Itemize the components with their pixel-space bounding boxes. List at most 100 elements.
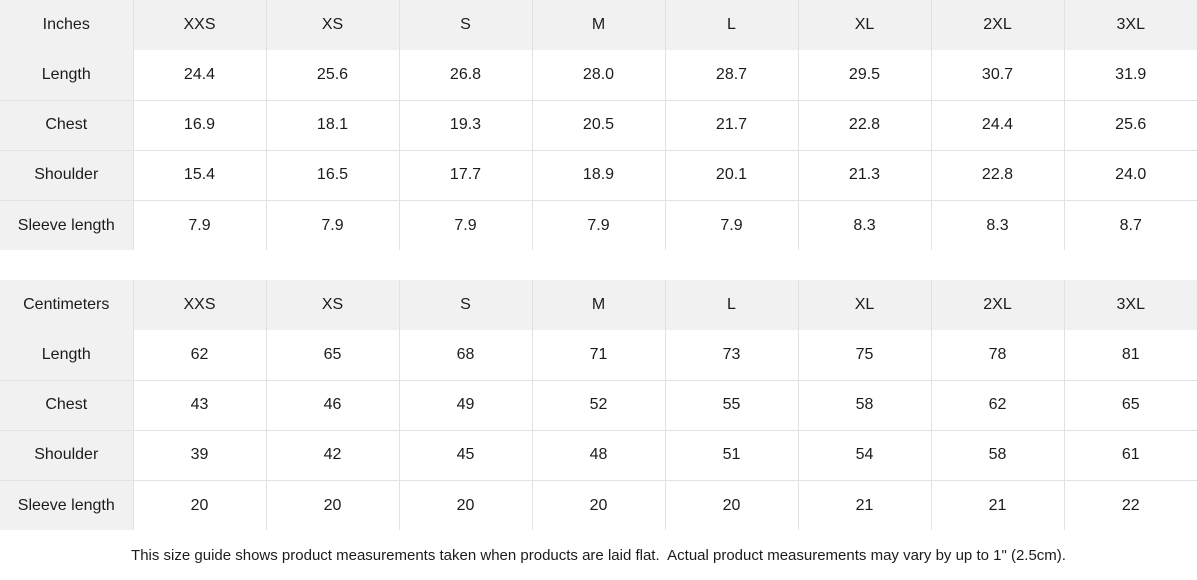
cell-shoulder-xl: 21.3 [798, 150, 932, 201]
cell-length-l: 28.7 [665, 50, 799, 101]
cell-shoulder-xxs: 15.4 [133, 150, 267, 201]
cell-length-s: 68 [399, 330, 533, 381]
column-header-m: M [532, 0, 666, 50]
table-row: Sleeve length 7.9 7.9 7.9 7.9 7.9 8.3 8.… [0, 200, 1197, 250]
column-header-l: L [665, 0, 799, 50]
table-body-centimeters: Length 62 65 68 71 73 75 78 81 Chest 43 … [0, 330, 1197, 530]
column-header-xl: XL [798, 280, 932, 330]
row-label-shoulder: Shoulder [0, 150, 134, 201]
cell-shoulder-xxs: 39 [133, 430, 267, 481]
row-label-chest: Chest [0, 380, 134, 431]
column-header-m: M [532, 280, 666, 330]
cell-chest-3xl: 25.6 [1064, 100, 1197, 151]
cell-chest-s: 19.3 [399, 100, 533, 151]
cell-sleeve-length-2xl: 21 [931, 480, 1065, 530]
cell-chest-2xl: 24.4 [931, 100, 1065, 151]
cell-shoulder-xs: 16.5 [266, 150, 400, 201]
cell-length-xl: 29.5 [798, 50, 932, 101]
table-row: Length 24.4 25.6 26.8 28.0 28.7 29.5 30.… [0, 50, 1197, 101]
cell-chest-xs: 18.1 [266, 100, 400, 151]
cell-length-m: 28.0 [532, 50, 666, 101]
row-label-length: Length [0, 50, 134, 101]
cell-shoulder-xl: 54 [798, 430, 932, 481]
cell-sleeve-length-xs: 7.9 [266, 200, 400, 250]
cell-length-2xl: 78 [931, 330, 1065, 381]
size-guide-footnote: This size guide shows product measuremen… [131, 546, 1066, 564]
row-label-sleeve-length: Sleeve length [0, 480, 134, 530]
table-row: Sleeve length 20 20 20 20 20 21 21 22 [0, 480, 1197, 530]
footnote-row: This size guide shows product measuremen… [0, 530, 1197, 580]
row-label-shoulder: Shoulder [0, 430, 134, 481]
cell-length-xs: 25.6 [266, 50, 400, 101]
column-header-2xl: 2XL [931, 0, 1065, 50]
column-header-xs: XS [266, 280, 400, 330]
cell-shoulder-3xl: 61 [1064, 430, 1197, 481]
column-header-l: L [665, 280, 799, 330]
cell-sleeve-length-xl: 8.3 [798, 200, 932, 250]
cell-shoulder-l: 51 [665, 430, 799, 481]
cell-shoulder-s: 17.7 [399, 150, 533, 201]
cell-chest-xl: 22.8 [798, 100, 932, 151]
cell-sleeve-length-m: 20 [532, 480, 666, 530]
header-row: Inches XXS XS S M L XL 2XL 3XL [0, 0, 1197, 50]
cell-shoulder-2xl: 58 [931, 430, 1065, 481]
table-header-centimeters: Centimeters XXS XS S M L XL 2XL 3XL [0, 280, 1197, 330]
cell-chest-l: 21.7 [665, 100, 799, 151]
column-header-xs: XS [266, 0, 400, 50]
cell-sleeve-length-l: 20 [665, 480, 799, 530]
size-table-inches: Inches XXS XS S M L XL 2XL 3XL Length 24… [0, 0, 1197, 250]
column-header-s: S [399, 280, 533, 330]
cell-shoulder-3xl: 24.0 [1064, 150, 1197, 201]
column-header-2xl: 2XL [931, 280, 1065, 330]
cell-chest-3xl: 65 [1064, 380, 1197, 431]
cell-sleeve-length-m: 7.9 [532, 200, 666, 250]
table-body-inches: Length 24.4 25.6 26.8 28.0 28.7 29.5 30.… [0, 50, 1197, 250]
cell-shoulder-xs: 42 [266, 430, 400, 481]
cell-sleeve-length-s: 20 [399, 480, 533, 530]
cell-length-l: 73 [665, 330, 799, 381]
cell-chest-s: 49 [399, 380, 533, 431]
cell-length-m: 71 [532, 330, 666, 381]
cell-chest-xl: 58 [798, 380, 932, 431]
cell-length-xxs: 24.4 [133, 50, 267, 101]
cell-length-xs: 65 [266, 330, 400, 381]
cell-shoulder-m: 48 [532, 430, 666, 481]
cell-sleeve-length-s: 7.9 [399, 200, 533, 250]
table-row: Chest 16.9 18.1 19.3 20.5 21.7 22.8 24.4… [0, 100, 1197, 151]
unit-label-centimeters: Centimeters [0, 280, 134, 330]
row-label-chest: Chest [0, 100, 134, 151]
cell-chest-xs: 46 [266, 380, 400, 431]
size-table-centimeters: Centimeters XXS XS S M L XL 2XL 3XL Leng… [0, 280, 1197, 530]
column-header-3xl: 3XL [1064, 280, 1197, 330]
unit-label-inches: Inches [0, 0, 134, 50]
cell-sleeve-length-xs: 20 [266, 480, 400, 530]
table-row: Shoulder 39 42 45 48 51 54 58 61 [0, 430, 1197, 481]
cell-sleeve-length-xxs: 20 [133, 480, 267, 530]
table-separator [0, 250, 1197, 280]
column-header-xxs: XXS [133, 280, 267, 330]
cell-chest-m: 52 [532, 380, 666, 431]
cell-length-xl: 75 [798, 330, 932, 381]
cell-length-xxs: 62 [133, 330, 267, 381]
table-row: Length 62 65 68 71 73 75 78 81 [0, 330, 1197, 381]
cell-chest-xxs: 16.9 [133, 100, 267, 151]
table-header-inches: Inches XXS XS S M L XL 2XL 3XL [0, 0, 1197, 50]
cell-chest-2xl: 62 [931, 380, 1065, 431]
cell-sleeve-length-xxs: 7.9 [133, 200, 267, 250]
row-label-length: Length [0, 330, 134, 381]
cell-sleeve-length-l: 7.9 [665, 200, 799, 250]
row-label-sleeve-length: Sleeve length [0, 200, 134, 250]
cell-shoulder-m: 18.9 [532, 150, 666, 201]
cell-chest-l: 55 [665, 380, 799, 431]
cell-length-2xl: 30.7 [931, 50, 1065, 101]
table-row: Shoulder 15.4 16.5 17.7 18.9 20.1 21.3 2… [0, 150, 1197, 201]
header-row: Centimeters XXS XS S M L XL 2XL 3XL [0, 280, 1197, 330]
cell-shoulder-s: 45 [399, 430, 533, 481]
column-header-xl: XL [798, 0, 932, 50]
cell-length-3xl: 81 [1064, 330, 1197, 381]
cell-shoulder-l: 20.1 [665, 150, 799, 201]
cell-chest-xxs: 43 [133, 380, 267, 431]
column-header-3xl: 3XL [1064, 0, 1197, 50]
cell-sleeve-length-xl: 21 [798, 480, 932, 530]
